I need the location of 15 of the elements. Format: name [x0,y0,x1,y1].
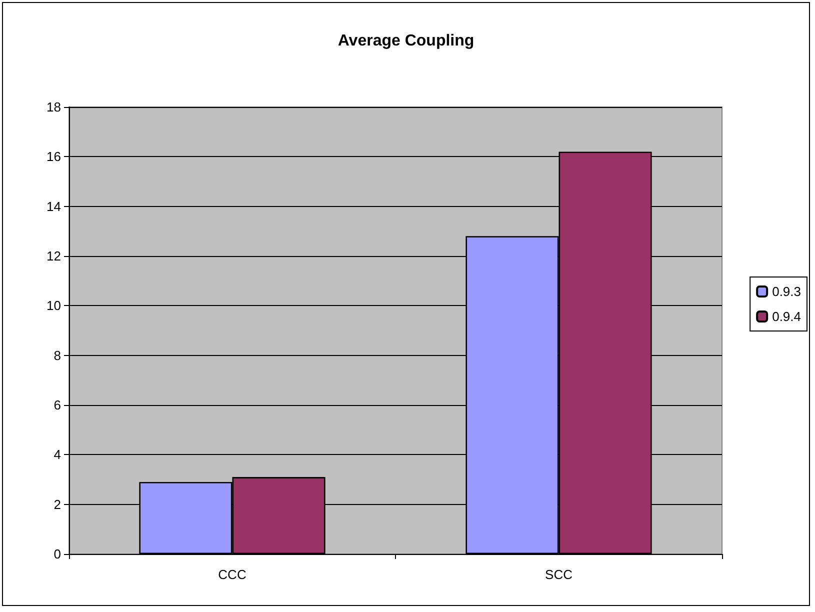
x-tick-label: CCC [218,567,246,582]
y-tick-label: 12 [46,248,61,264]
y-tick-label: 10 [46,298,61,314]
y-tick-label: 16 [46,149,61,164]
legend-label: 0.9.3 [772,284,802,299]
y-tick-label: 18 [46,100,61,114]
y-tick-label: 6 [54,398,61,412]
y-tick-label: 0 [54,546,61,562]
y-tick-label: 4 [54,447,61,462]
y-tick-label: 14 [46,198,61,214]
x-tick-label: SCC [545,567,572,582]
chart-title: Average Coupling [338,32,474,50]
y-tick-label: 2 [54,496,61,512]
legend-label: 0.9.4 [772,309,802,324]
y-tick-label: 8 [54,348,61,363]
